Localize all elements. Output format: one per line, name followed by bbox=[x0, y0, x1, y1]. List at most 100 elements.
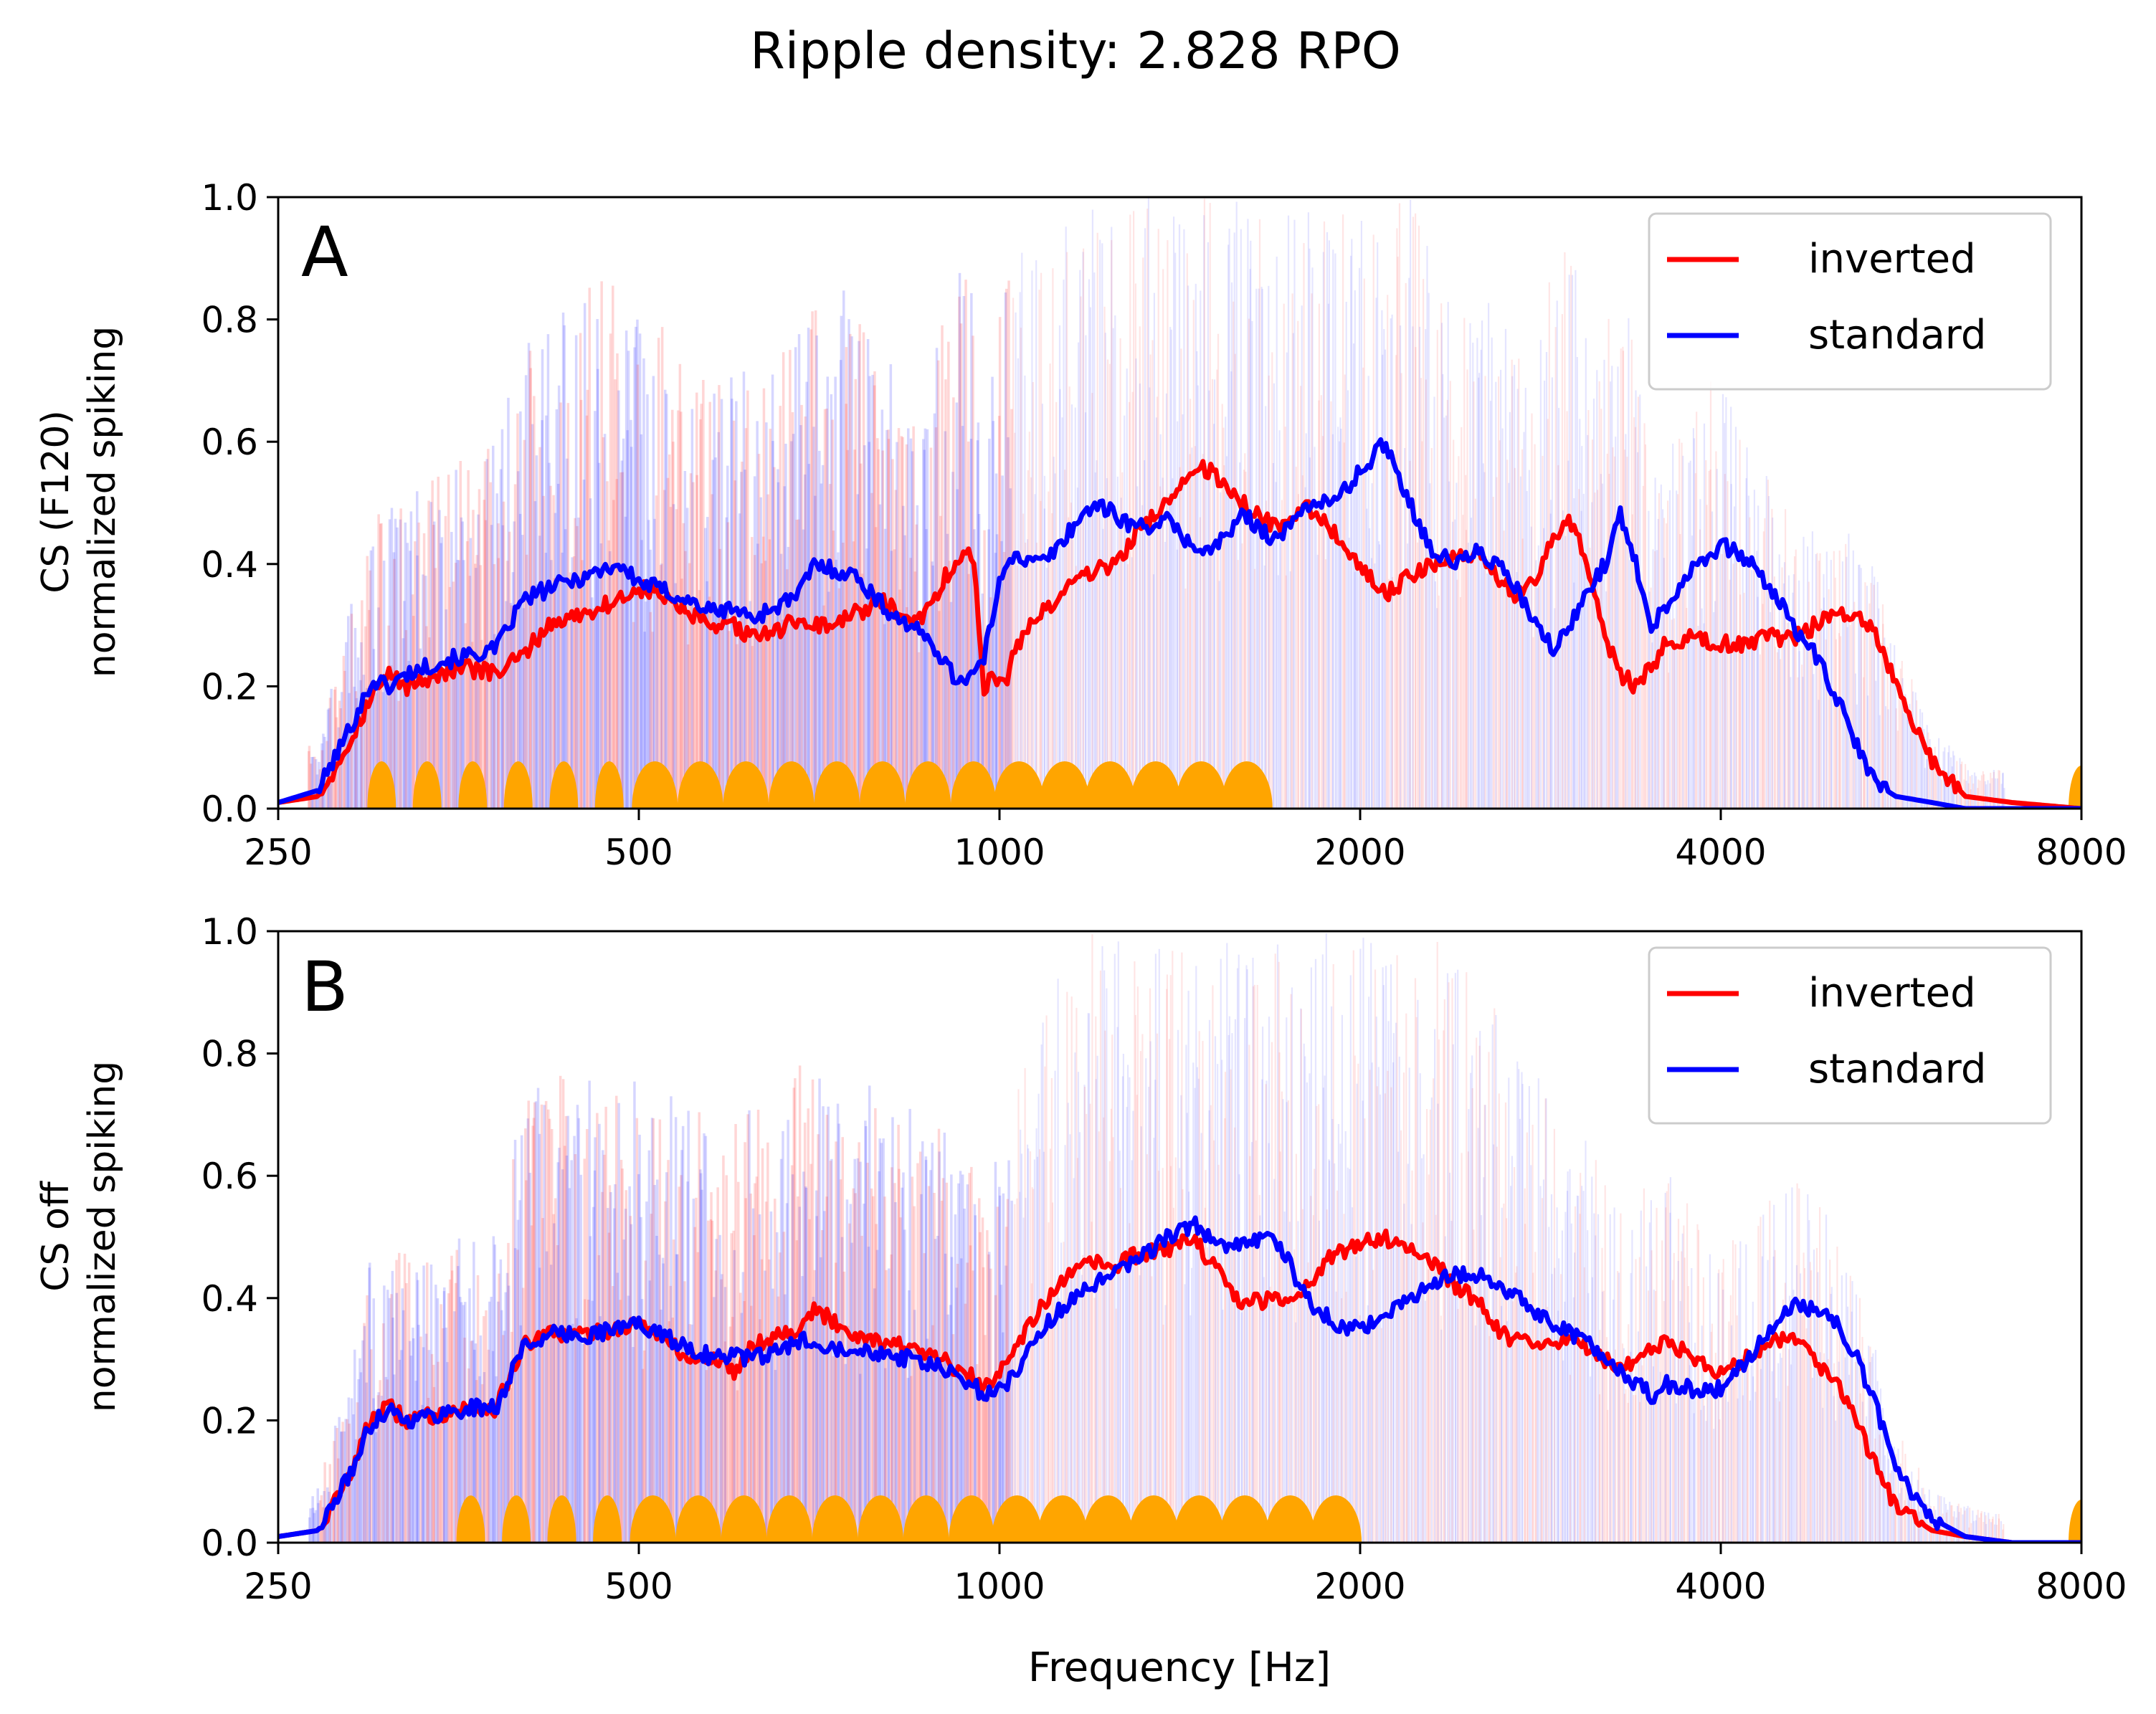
spectrum-bar bbox=[1224, 1072, 1227, 1543]
spectrum-bar bbox=[794, 1078, 797, 1543]
spectrum-bar bbox=[1544, 381, 1546, 809]
spectrum-bar bbox=[795, 520, 798, 809]
spectrum-bar bbox=[911, 451, 914, 809]
spectrum-bar bbox=[553, 578, 556, 809]
spectrum-bar bbox=[1115, 556, 1117, 809]
spectrum-bar bbox=[1472, 343, 1474, 809]
spectrum-bar bbox=[1404, 448, 1406, 809]
spectrum-bar bbox=[955, 1287, 958, 1543]
spectrum-bar bbox=[1780, 659, 1782, 809]
spectrum-bar bbox=[380, 523, 383, 809]
spectrum-bar bbox=[713, 1297, 716, 1543]
spectrum-bar bbox=[1033, 1159, 1035, 1543]
spectrum-bar bbox=[1519, 476, 1521, 809]
spectrum-bar bbox=[866, 339, 870, 809]
spectrum-bar bbox=[1684, 1257, 1686, 1543]
spectrum-bar bbox=[414, 1381, 417, 1543]
spectrum-bar bbox=[317, 1503, 320, 1543]
spectrum-bar bbox=[1643, 423, 1646, 809]
spectrum-bar bbox=[674, 583, 677, 809]
spectrum-bar bbox=[468, 576, 472, 809]
spectrum-bar bbox=[520, 1135, 523, 1543]
spectrum-bar bbox=[723, 1341, 727, 1543]
panel-a-line-inverted bbox=[278, 459, 2081, 809]
spectrum-bar bbox=[981, 594, 984, 809]
spectrum-bar bbox=[1121, 1076, 1124, 1543]
spectrum-bar bbox=[668, 1321, 670, 1543]
spectrum-bar bbox=[1770, 611, 1772, 809]
spectrum-bar bbox=[1711, 511, 1714, 809]
spectrum-bar bbox=[822, 605, 825, 809]
spectrum-bar bbox=[998, 317, 1002, 809]
ripple-peak-marker bbox=[412, 761, 442, 809]
spectrum-bar bbox=[1673, 618, 1676, 809]
spectrum-bar bbox=[1717, 1273, 1719, 1543]
spectrum-bar bbox=[571, 557, 574, 809]
spectrum-bar bbox=[1322, 252, 1324, 809]
spectrum-bar bbox=[835, 559, 837, 809]
spectrum-bar bbox=[516, 413, 519, 809]
spectrum-bar bbox=[856, 494, 859, 809]
spectrum-bar bbox=[1646, 1266, 1648, 1543]
spectrum-bar bbox=[1437, 1103, 1439, 1543]
spectrum-bar bbox=[1397, 1151, 1400, 1543]
ripple-peak-marker bbox=[594, 761, 624, 809]
spectrum-bar bbox=[913, 571, 917, 809]
spectrum-bar bbox=[943, 1133, 946, 1543]
spectrum-bar bbox=[2003, 1524, 2005, 1543]
spectrum-bar bbox=[859, 1373, 862, 1543]
spectrum-bar bbox=[1694, 1343, 1696, 1543]
spectrum-bar bbox=[1894, 644, 1896, 809]
spectrum-bar bbox=[1391, 314, 1393, 809]
panel-b-y-tick-label-3: 0.6 bbox=[201, 1156, 258, 1197]
spectrum-bar bbox=[1511, 1156, 1513, 1543]
spectrum-bar bbox=[1027, 470, 1029, 809]
spectrum-bar bbox=[1899, 1463, 1902, 1543]
spectrum-bar bbox=[1334, 1163, 1336, 1543]
spectrum-bar bbox=[1906, 705, 1909, 809]
ripple-peak-marker bbox=[1175, 761, 1227, 809]
spectrum-bar bbox=[1209, 203, 1211, 809]
spectrum-bar bbox=[1699, 529, 1701, 809]
spectrum-bar bbox=[1457, 969, 1459, 1543]
spectrum-bar bbox=[1495, 1015, 1497, 1543]
spectrum-bar bbox=[1861, 1401, 1863, 1543]
spectrum-bar bbox=[1463, 318, 1466, 809]
spectrum-bar bbox=[807, 464, 811, 809]
spectrum-bar bbox=[434, 568, 437, 809]
spectrum-bar bbox=[672, 1239, 675, 1543]
spectrum-bar bbox=[1591, 1277, 1593, 1543]
spectrum-bar bbox=[1347, 390, 1349, 809]
spectrum-bar bbox=[1810, 642, 1813, 809]
spectrum-bar bbox=[615, 1095, 618, 1543]
spectrum-bar bbox=[1719, 1419, 1721, 1543]
spectrum-bar bbox=[1387, 1021, 1390, 1543]
spectrum-bar bbox=[1488, 303, 1490, 809]
spectrum-bar bbox=[748, 629, 751, 809]
spectrum-bar bbox=[1233, 1243, 1235, 1543]
spectrum-bar bbox=[915, 1352, 918, 1543]
spectrum-bar bbox=[452, 581, 455, 809]
spectrum-bar bbox=[2000, 784, 2003, 809]
spectrum-bar bbox=[1757, 596, 1759, 809]
spectrum-bar bbox=[975, 1364, 979, 1543]
spectrum-bar bbox=[1234, 1019, 1236, 1543]
spectrum-bar bbox=[1217, 1064, 1219, 1543]
spectrum-bar bbox=[636, 319, 639, 809]
spectrum-bar bbox=[883, 1196, 886, 1543]
spectrum-bar bbox=[1582, 493, 1585, 809]
spectrum-bar bbox=[628, 1186, 631, 1543]
spectrum-bar bbox=[1126, 1107, 1128, 1543]
spectrum-bar bbox=[1047, 1326, 1050, 1543]
spectrum-bar bbox=[853, 449, 856, 809]
spectrum-bar bbox=[368, 1267, 371, 1543]
spectrum-bar bbox=[570, 1160, 573, 1543]
spectrum-bar bbox=[365, 1382, 368, 1543]
spectrum-bar bbox=[1618, 1272, 1620, 1543]
spectrum-bar bbox=[541, 420, 543, 809]
spectrum-bar bbox=[1879, 715, 1881, 809]
spectrum-bar bbox=[1722, 394, 1724, 809]
spectrum-bar bbox=[1995, 1514, 1997, 1543]
spectrum-bar bbox=[424, 1333, 428, 1543]
spectrum-bar bbox=[487, 1349, 490, 1543]
